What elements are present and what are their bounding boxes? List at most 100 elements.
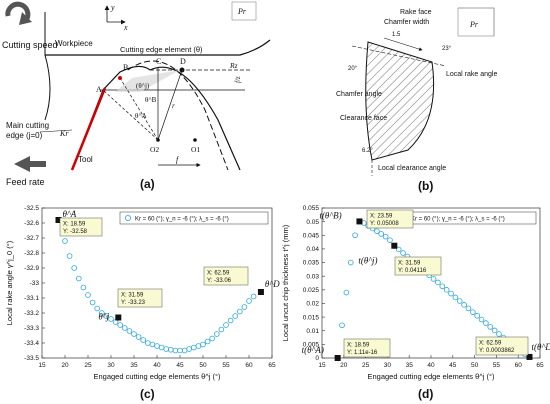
data-point [456,298,463,304]
datatip-box [394,256,442,276]
marker-point [257,289,264,295]
chamfer-width-value: 1.5 [392,32,401,38]
x-tick-label: 65 [268,362,276,369]
data-point [400,250,406,256]
y-tick-label: 0.005 [303,342,320,349]
x-tick-label: 25 [84,362,92,369]
datatip-x: X: 18.59 [63,222,86,228]
data-point [117,322,123,328]
main-edge-label-2: edge (j=0) [6,131,43,140]
x-tick-label: 45 [449,362,457,369]
y-tick-label: 0.045 [303,232,320,239]
x-tick-label: 65 [536,362,544,369]
data-point [343,289,350,296]
y-tick-label: 0 [315,355,319,362]
legend-label: Kr = 60 (°); γ_n = -6 (°); λ_s = -6 (°) [411,217,505,223]
data-point [103,313,110,319]
caption-b: (b) [418,179,433,193]
label-rz: Rz [229,61,238,70]
label-theta-a: θ^A [135,112,147,120]
datatip-y: Y: 1.11e-16 [347,350,378,356]
data-point [223,322,229,328]
data-point [496,331,502,337]
data-point [80,284,87,291]
chamfer-angle-label: Chamfer angle [336,91,382,98]
element-label: Cutting edge element (θ) [120,45,203,54]
y-tick-label: -32.8 [24,250,39,257]
point-b [118,76,122,80]
plot-area [321,207,541,359]
y-axis-label: Local rake angle γ^j_0 (°) [5,240,14,325]
y-tick-label: -32.5 [24,205,39,212]
insert-section [365,41,435,161]
radius-line-b [119,77,159,141]
data-point [443,287,450,293]
data-point [478,316,485,323]
data-point [461,302,467,308]
marker-label: θ^D [265,279,280,289]
y-tick-label: 0.02 [306,301,319,308]
legend-label: Kr = 60 (°); γ_n = -6 (°); λ_s = -6 (°) [135,217,229,223]
data-point [135,334,142,340]
chart-d: 15 20 25 30 35 40 45 50 55 60 65 0 0.005 0.01 0.015 0.0… [281,205,550,381]
x-tick-label: 20 [340,362,348,369]
label-r: r [172,101,175,110]
data-point [85,292,91,298]
data-point [474,312,480,319]
y-tick-label: -32.7 [24,235,39,242]
x-tick-label: 30 [384,362,392,369]
label-kr: Kr [59,129,69,138]
datatip-y: Y: 0.0003862 [479,348,515,354]
data-point [108,316,114,322]
main-edge-leader [39,129,73,133]
datatip-box [366,209,414,229]
data-point [131,331,137,337]
label-d: D [180,57,186,66]
chart-c: 15 20 25 30 35 40 45 50 55 60 65 -32.5 -32.6 -32.7 -32… [5,205,280,381]
main-cutting-edge [70,87,107,171]
datatip-box [203,266,249,286]
local-rake-label: Local rake angle [446,71,497,78]
data-point [435,279,441,286]
y-tick-label: -33.5 [24,355,39,362]
feed-rate-label: Feed rate [6,177,45,187]
data-point [470,309,476,315]
feed-rate-icon [14,156,46,172]
panel-b: Pr Rake face Chamfer width 1.5 23° Local… [336,7,497,193]
x-axis-label: Engaged cutting edge elements θ^j (°) [367,372,495,381]
chamfer-width-label: Chamfer width [384,19,429,26]
marker-label: t(θ^j) [358,256,377,266]
marker-label: θ^A [63,209,77,219]
data-point [62,238,68,244]
chamfer-angle-value: 20° [348,66,358,72]
data-point [448,290,454,297]
data-point [214,331,220,337]
workpiece-boundary [45,39,271,56]
cutting-speed-label: Cutting speed [2,40,58,50]
label-o2: O2 [150,145,159,154]
tool-nose-arc [149,66,241,171]
label-b: B [123,63,128,72]
point-d [179,67,185,73]
y-tick-label: -32.6 [24,220,39,227]
data-point [126,328,133,334]
x-tick-label: 15 [38,362,46,369]
y-tick-label: 0.015 [303,314,320,321]
data-point [378,231,385,237]
panel-a: Cutting speed Workpiece y x Pr Cutting e [2,1,271,191]
x-tick-label: 35 [406,362,414,369]
data-point [246,298,252,304]
data-point [200,341,206,348]
tool-shifted-arc [127,60,229,171]
y-tick-label: -32.9 [24,265,39,272]
radius-line-a [102,89,159,141]
data-point [89,299,96,306]
y-tick-label: 0.035 [303,260,320,267]
y-tick-label: -33.2 [24,310,39,317]
x-tick-label: 55 [493,362,501,369]
data-point [250,293,257,300]
data-point [66,253,73,259]
data-point [483,320,489,326]
label-f: f [176,155,180,164]
tool-label: Tool [78,155,93,164]
